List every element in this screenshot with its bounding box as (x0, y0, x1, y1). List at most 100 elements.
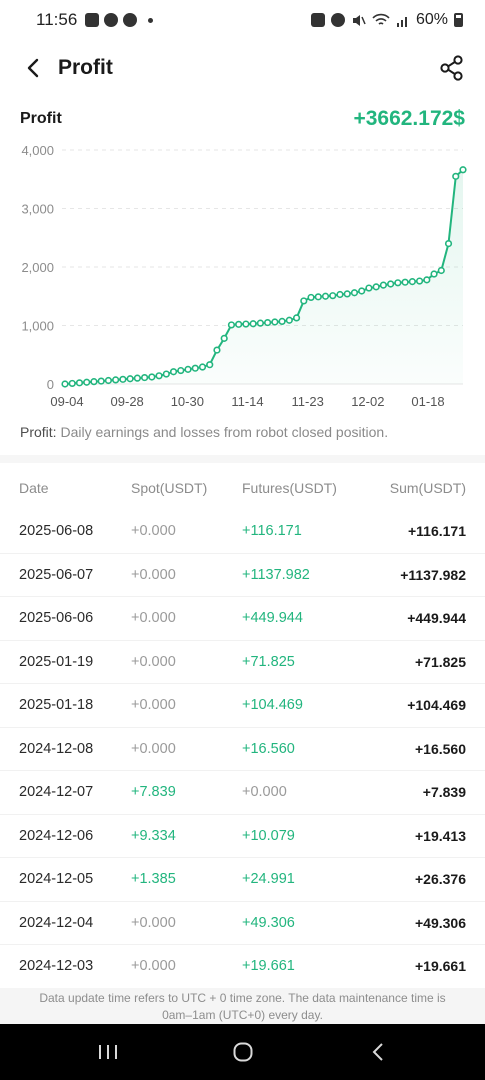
data-point (235, 320, 243, 328)
data-point (271, 318, 279, 326)
row-date: 2024-12-07 (19, 784, 94, 801)
status-time: 11:56 (36, 10, 78, 29)
data-point (408, 278, 416, 286)
mute-icon (352, 14, 366, 26)
data-point (285, 316, 293, 324)
x-tick-label: 09-04 (50, 394, 83, 409)
profit-chart: 4,000 3,000 2,000 1,000 0 09-04 09-28 10-30 11-… (21, 143, 467, 409)
x-tick-label: 11-14 (231, 394, 263, 409)
signal-icon (396, 17, 407, 27)
data-point (184, 365, 192, 373)
data-update-note: Data update time refers to UTC + 0 time … (0, 988, 485, 1024)
table-header: Date Spot(USDT) Futures(USDT) Sum(USDT) (0, 466, 485, 510)
data-point (444, 239, 453, 248)
header-futures: Futures(USDT) (242, 480, 337, 496)
back-icon (372, 1043, 383, 1061)
row-sum: +49.306 (415, 914, 466, 931)
row-date: 2025-06-06 (19, 610, 94, 627)
header-sum: Sum(USDT) (389, 480, 466, 496)
battery-percent: 60% (415, 11, 448, 28)
row-date: 2025-06-08 (19, 523, 94, 540)
series-area (65, 169, 463, 384)
data-point (220, 334, 228, 342)
row-spot: +1.385 (131, 871, 176, 888)
facebook-icon (104, 13, 119, 27)
data-point (133, 374, 141, 382)
lock-icon (310, 13, 325, 27)
row-sum: +19.661 (415, 958, 466, 975)
row-date: 2024-12-06 (19, 827, 94, 844)
row-futures: +104.469 (242, 697, 303, 714)
table-row: 2025-01-18 +0.000 +104.469 +104.469 (0, 684, 485, 728)
data-point (350, 289, 359, 297)
y-tick-label: 2,000 (21, 260, 54, 275)
row-futures: +24.991 (242, 871, 295, 888)
row-spot: +0.000 (131, 958, 176, 975)
data-point (61, 380, 69, 388)
row-spot: +0.000 (131, 653, 176, 670)
row-spot: +0.000 (131, 740, 176, 757)
row-spot: +0.000 (131, 914, 176, 931)
chart-note-text: Daily earnings and losses from robot clo… (56, 424, 389, 440)
share-icon (440, 55, 463, 81)
table-row: 2025-06-07 +0.000 +1137.982 +1137.982 (0, 554, 485, 597)
data-point (75, 379, 84, 387)
data-point (198, 363, 207, 371)
recents-button[interactable] (78, 1032, 138, 1072)
data-point (213, 346, 221, 354)
data-point (126, 375, 134, 383)
row-sum: +449.944 (407, 610, 466, 627)
data-point (365, 284, 373, 292)
data-point (83, 378, 91, 386)
data-point (423, 276, 431, 284)
data-point (401, 278, 409, 286)
table-row: 2024-12-07 +7.839 +0.000 +7.839 (0, 771, 485, 815)
data-point (430, 270, 438, 278)
row-date: 2024-12-05 (19, 871, 94, 888)
row-futures: +16.560 (242, 740, 295, 757)
x-tick-label: 11-23 (292, 394, 324, 409)
data-point (459, 166, 467, 174)
row-spot: +0.000 (131, 566, 176, 583)
data-point (452, 172, 460, 180)
header-spot: Spot(USDT) (131, 480, 208, 496)
row-futures: +0.000 (242, 784, 287, 801)
profit-total: +3662.172$ (353, 107, 465, 130)
row-sum: +26.376 (415, 871, 466, 888)
row-sum: +19.413 (415, 827, 466, 844)
data-point (104, 376, 113, 385)
table-row: 2025-06-06 +0.000 +449.944 +449.944 (0, 597, 485, 641)
back-button[interactable] (18, 53, 48, 83)
data-point (162, 370, 170, 378)
data-point (90, 378, 98, 386)
nav-back-button[interactable] (348, 1032, 408, 1072)
data-point (307, 293, 315, 302)
row-spot: +0.000 (131, 523, 176, 540)
row-sum: +16.560 (415, 740, 466, 757)
app-header: Profit (0, 44, 485, 92)
row-spot: +0.000 (131, 697, 176, 714)
data-update-note-line2: 0am–1am (UTC+0) every day. (162, 1008, 323, 1022)
profit-label: Profit (20, 110, 62, 127)
daily-profit-table: Date Spot(USDT) Futures(USDT) Sum(USDT) … (0, 466, 485, 989)
home-button[interactable] (213, 1032, 273, 1072)
data-point (387, 280, 395, 288)
y-tick-label: 1,000 (21, 319, 54, 334)
data-point (292, 314, 301, 322)
status-bar: 11:56 60% (0, 0, 485, 40)
table-row: 2024-12-05 +1.385 +24.991 +26.376 (0, 858, 485, 902)
data-point (169, 368, 178, 376)
data-point (177, 366, 185, 375)
data-point (97, 377, 105, 385)
chevron-left-icon (27, 58, 39, 78)
row-spot: +7.839 (131, 784, 176, 801)
row-date: 2025-01-19 (19, 653, 94, 670)
data-point (437, 266, 445, 275)
data-point (278, 317, 286, 326)
row-sum: +104.469 (407, 697, 466, 714)
chart-note-label: Profit: (20, 424, 57, 440)
recents-icon (98, 1045, 117, 1059)
table-row: 2025-01-19 +0.000 +71.825 +71.825 (0, 641, 485, 684)
share-button[interactable] (437, 53, 467, 83)
table-row: 2024-12-06 +9.334 +10.079 +19.413 (0, 815, 485, 858)
